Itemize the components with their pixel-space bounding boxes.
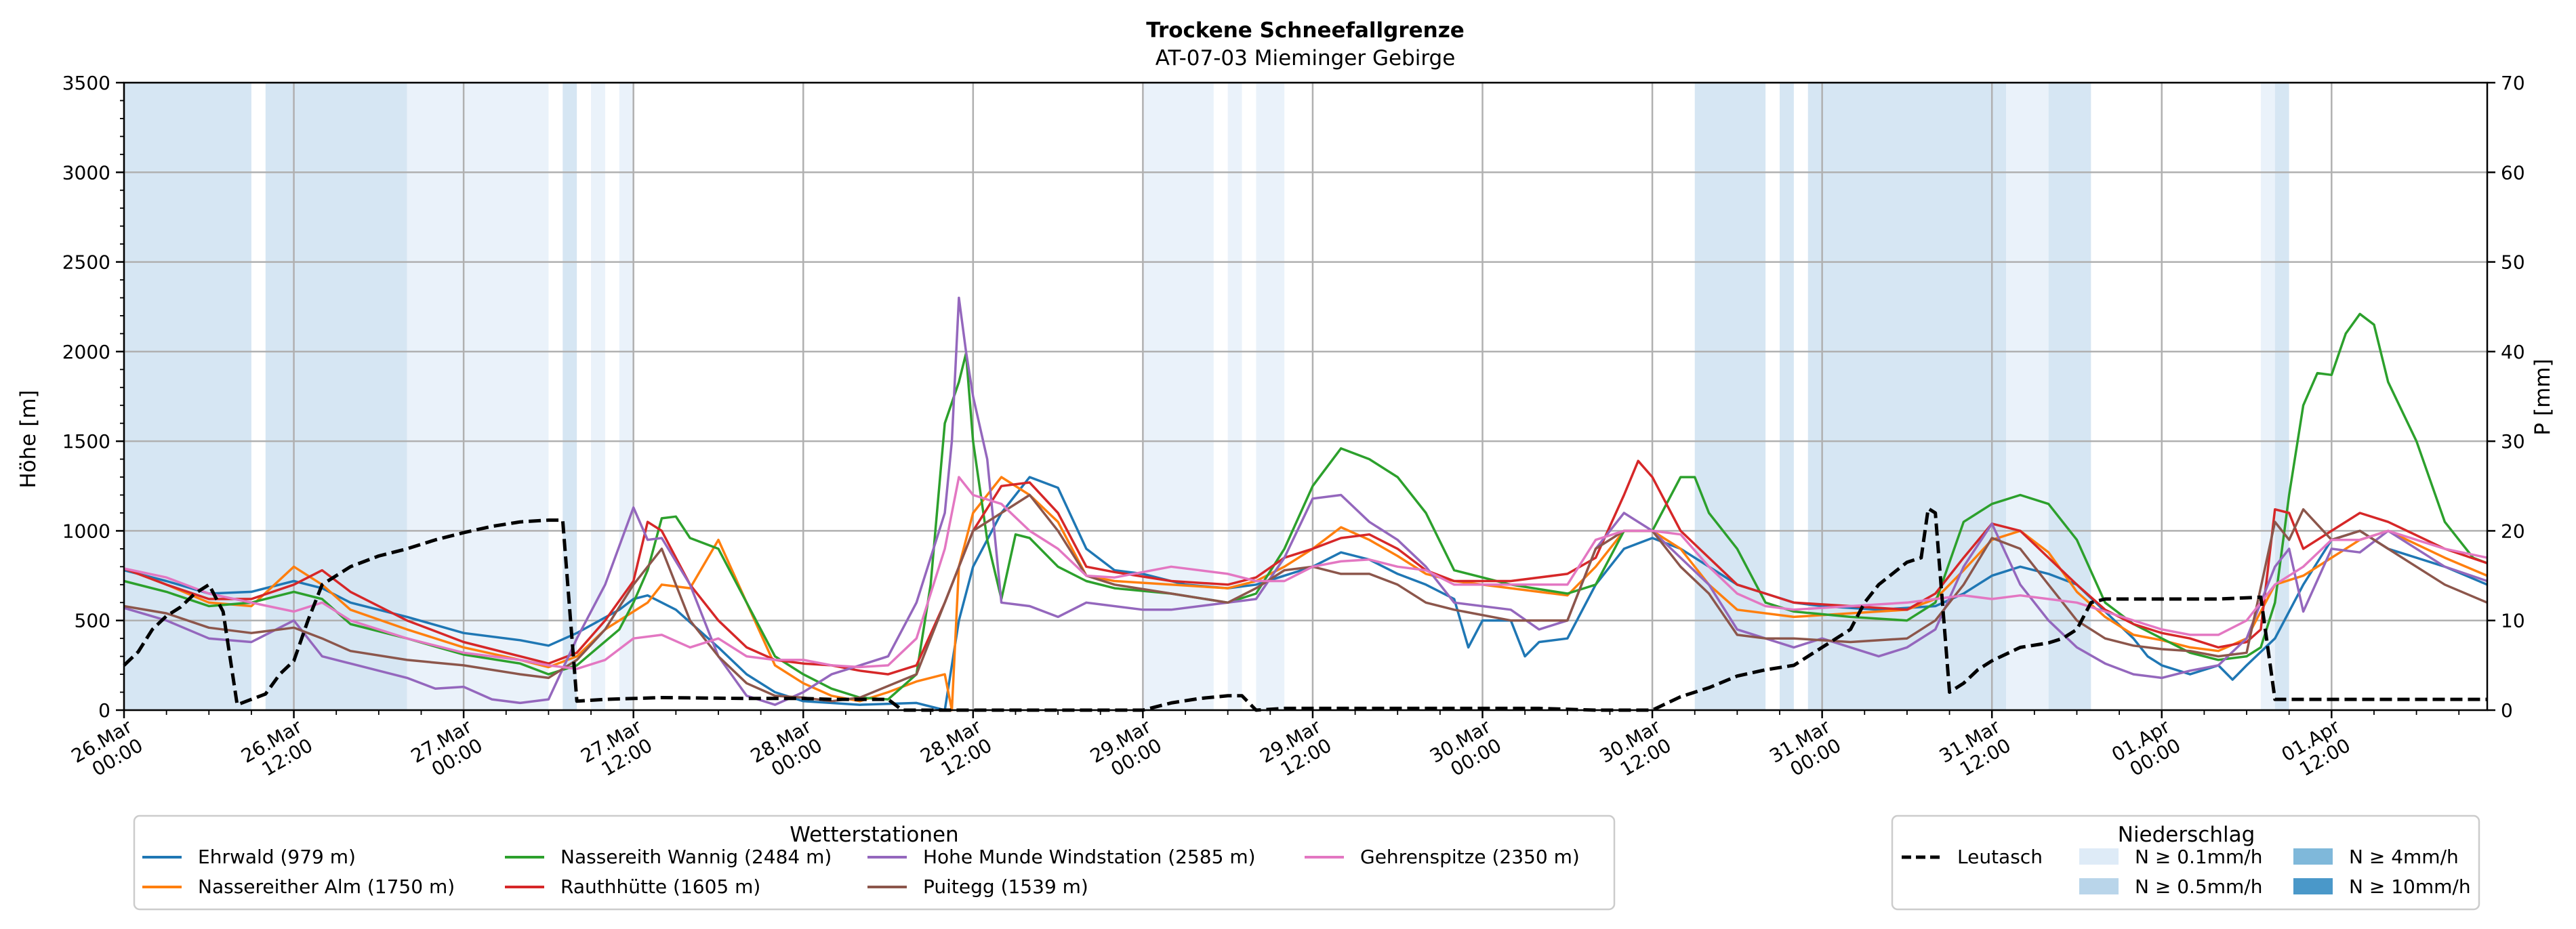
y-tick-label: 3500 xyxy=(62,72,110,94)
precip-band xyxy=(265,83,407,710)
precip-band xyxy=(1256,83,1285,710)
legend-label: Gehrenspitze (2350 m) xyxy=(1360,846,1580,868)
series-line-ehrwald-979-m xyxy=(123,476,2488,711)
legend-precipitation: Niederschlag Leutasch N ≥ 0.1mm/h N ≥ 0.5mm… xyxy=(1891,814,2480,911)
legend-stations-title: Wetterstationen xyxy=(790,823,958,847)
y-tick-label: 500 xyxy=(75,610,110,632)
legend-label: N ≥ 0.1mm/h xyxy=(2135,846,2262,868)
precip-band xyxy=(2260,83,2275,710)
y2-tick-label: 70 xyxy=(2501,72,2525,94)
legend-label: Nassereith Wannig (2484 m) xyxy=(560,846,832,868)
y2-tick-label: 0 xyxy=(2501,699,2513,722)
legend-swatch-band xyxy=(2079,878,2119,894)
y2-tick-label: 40 xyxy=(2501,341,2525,363)
legend-swatch-band xyxy=(2079,848,2119,865)
plot-frame xyxy=(123,81,2489,711)
y2-tick-label: 50 xyxy=(2501,251,2525,274)
precip-band xyxy=(1779,83,1794,710)
y2-tick-label: 30 xyxy=(2501,430,2525,453)
series-line-puitegg-1539-m xyxy=(123,493,2488,703)
legend-swatch-band xyxy=(2293,848,2333,865)
legend-label: N ≥ 4mm/h xyxy=(2349,846,2459,868)
y-tick-label: 3000 xyxy=(62,161,110,184)
legend-label: N ≥ 0.5mm/h xyxy=(2135,875,2262,898)
precip-band xyxy=(591,83,605,710)
precip-band xyxy=(2006,83,2049,710)
legend-swatch-band xyxy=(2293,878,2333,894)
precip-band xyxy=(1227,83,1242,710)
legend-label: Rauthhütte (1605 m) xyxy=(560,875,760,898)
series-line-gehrenspitze-2350-m xyxy=(123,476,2488,670)
precip-band xyxy=(1143,83,1214,710)
legend-precip-title: Niederschlag xyxy=(2118,823,2255,847)
y2-axis-label: P [mm] xyxy=(2531,358,2555,435)
precip-band xyxy=(563,83,577,710)
chart-subtitle: AT-07-03 Mieminger Gebirge xyxy=(1156,46,1456,70)
legend-label: Leutasch xyxy=(1957,846,2043,868)
chart-title: Trockene Schneefallgrenze xyxy=(1146,18,1465,43)
y-axis-label: Höhe [m] xyxy=(16,390,41,488)
precip-band xyxy=(407,83,549,710)
y2-tick-label: 10 xyxy=(2501,610,2525,632)
series-line-leutasch xyxy=(123,506,2487,712)
y2-tick-label: 20 xyxy=(2501,520,2525,542)
y-tick-label: 0 xyxy=(98,699,110,722)
data-series xyxy=(123,296,2488,712)
legend-label: N ≥ 10mm/h xyxy=(2349,875,2471,898)
y-tick-label: 1500 xyxy=(62,430,110,453)
precip-band xyxy=(1694,83,1766,710)
legend-label: Nassereither Alm (1750 m) xyxy=(198,875,455,898)
y2-tick-label: 60 xyxy=(2501,161,2525,184)
y-tick-label: 2000 xyxy=(62,341,110,363)
legend-stations: Wetterstationen Ehrwald (979 m) Nassereith… xyxy=(133,814,1616,911)
series-line-nassereith-wannig-2484-m xyxy=(123,312,2488,701)
y-tick-label: 1000 xyxy=(62,520,110,542)
legend-label: Ehrwald (979 m) xyxy=(198,846,356,868)
legend-stations-box xyxy=(133,814,1616,911)
precip-band xyxy=(619,83,634,710)
series-line-nassereither-alm-1750-m xyxy=(123,476,2488,711)
legend-label: Puitegg (1539 m) xyxy=(923,875,1088,898)
series-line-rauthh-tte-1605-m xyxy=(123,459,2488,676)
precip-band xyxy=(124,83,251,710)
y-tick-label: 2500 xyxy=(62,251,110,274)
precipitation-bands xyxy=(124,83,2289,710)
legend-label: Hohe Munde Windstation (2585 m) xyxy=(923,846,1256,868)
